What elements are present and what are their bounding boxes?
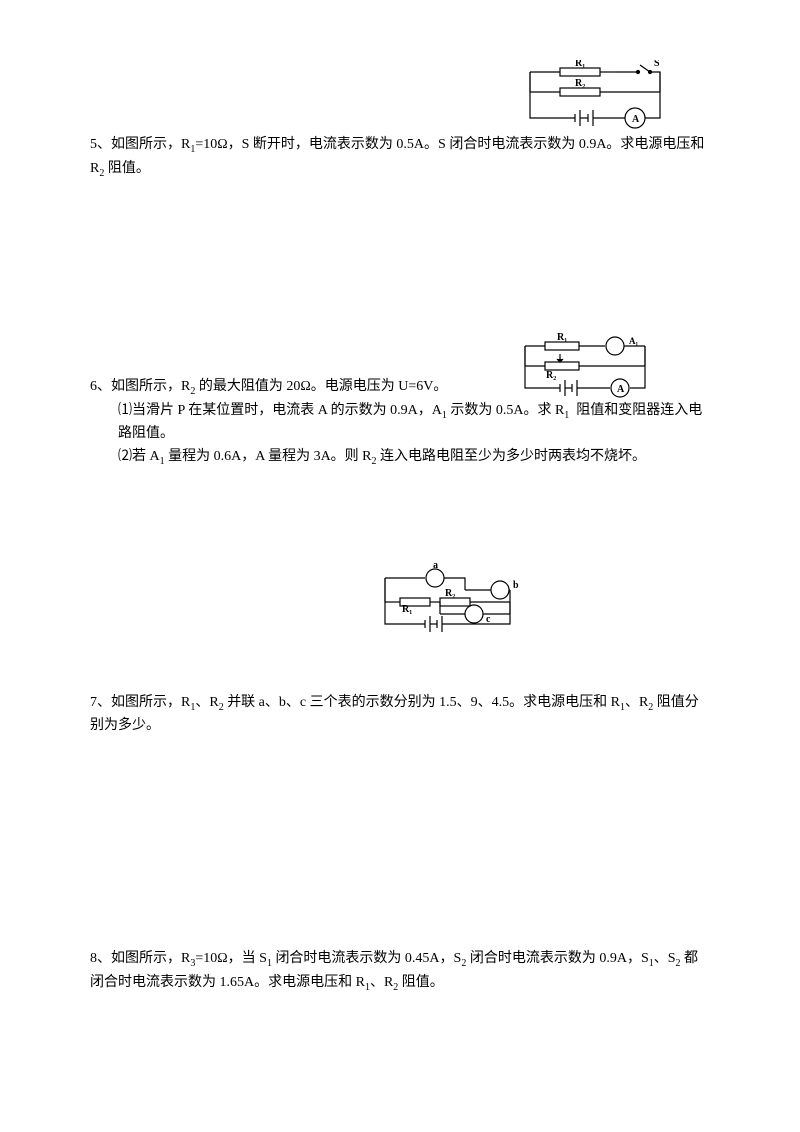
p6-t1: 如图所示，R: [111, 379, 190, 394]
circuit-6-svg: R₁ R₂ A₁ A: [510, 332, 660, 400]
p7-t3: 并联 a、b、c 三个表的示数分别为 1.5、9、4.5。求电源电压和 R: [224, 695, 620, 710]
label-b: b: [513, 580, 519, 591]
p6-part2: ⑵若 A1 量程为 0.6A，A 量程为 3A。则 R2 连入电路电阻至少为多少…: [90, 446, 710, 470]
problem-6: 6、如图所示，R2 的最大阻值为 20Ω。电源电压为 U=6V。: [90, 332, 710, 470]
problem-7: 7、如图所示，R1、R2 并联 a、b、c 三个表的示数分别为 1.5、9、4.…: [90, 692, 710, 738]
label-r2: R₂: [445, 588, 455, 599]
p8-t3: 闭合时电流表示数为 0.45A，S: [272, 951, 461, 966]
diagram-5: R₁ R₂ S A: [90, 60, 710, 130]
spacer: [90, 202, 710, 332]
label-a: A: [632, 114, 640, 125]
circuit-5-svg: R₁ R₂ S A: [520, 60, 670, 130]
diagram-6: R₁ R₂ A₁ A: [510, 332, 710, 400]
p6-p1b: 示数为 0.5A。求 R: [447, 403, 564, 418]
p6-p2a: ⑵若 A: [118, 449, 160, 464]
p6-num: 6、: [90, 379, 111, 394]
problem-7-text: 7、如图所示，R1、R2 并联 a、b、c 三个表的示数分别为 1.5、9、4.…: [90, 695, 699, 734]
p5-t1: 如图所示，R: [111, 137, 190, 152]
label-r2: R₂: [575, 78, 585, 89]
p7-t4: 、R: [625, 695, 648, 710]
page: R₁ R₂ S A 5、如图所示，R1=10Ω，S 断开时，电流表示数为 0.5…: [0, 0, 800, 1075]
p6-p2b: 量程为 0.6A，A 量程为 3A。则 R: [165, 449, 372, 464]
p5-num: 5、: [90, 137, 111, 152]
label-a: A: [617, 384, 625, 395]
label-r1: R₁: [402, 604, 412, 615]
label-r1: R₁: [557, 332, 567, 343]
label-s: S: [654, 60, 660, 69]
problem-5-text: 5、如图所示，R1=10Ω，S 断开时，电流表示数为 0.5A。S 闭合时电流表…: [90, 137, 704, 176]
spacer: [90, 642, 710, 692]
problem-8-text: 8、如图所示，R3=10Ω，当 S1 闭合时电流表示数为 0.45A，S2 闭合…: [90, 951, 698, 990]
spacer: [90, 758, 710, 948]
p6-p2c: 连入电路电阻至少为多少时两表均不烧坏。: [377, 449, 647, 464]
p6-line1: 6、如图所示，R2 的最大阻值为 20Ω。电源电压为 U=6V。: [90, 376, 447, 400]
diagram-7: a b c R₁ R₂: [90, 560, 710, 638]
p7-t1: 如图所示，R: [111, 695, 190, 710]
label-r1: R₁: [575, 60, 585, 69]
p6-part1: ⑴当滑片 P 在某位置时，电流表 A 的示数为 0.9A，A1 示数为 0.5A…: [90, 400, 710, 446]
label-a: a: [433, 560, 438, 571]
p6-t2: 的最大阻值为 20Ω。电源电压为 U=6V。: [195, 379, 447, 394]
p8-t7: 、R: [370, 975, 393, 990]
spacer: [90, 490, 710, 560]
p8-t8: 阻值。: [398, 975, 444, 990]
problem-5: 5、如图所示，R1=10Ω，S 断开时，电流表示数为 0.5A。S 闭合时电流表…: [90, 134, 710, 182]
p8-t5: 、S: [654, 951, 676, 966]
problem-8: 8、如图所示，R3=10Ω，当 S1 闭合时电流表示数为 0.45A，S2 闭合…: [90, 948, 710, 996]
p5-t3: 阻值。: [104, 161, 150, 176]
p8-t4: 闭合时电流表示数为 0.9A，S: [466, 951, 648, 966]
p6-p1a: ⑴当滑片 P 在某位置时，电流表 A 的示数为 0.9A，A: [118, 403, 442, 418]
label-c: c: [486, 614, 491, 625]
label-a1: A₁: [629, 336, 638, 346]
p8-t1: 如图所示，R: [111, 951, 190, 966]
circuit-7-svg: a b c R₁ R₂: [370, 560, 530, 638]
label-r2: R₂: [546, 370, 556, 381]
p7-num: 7、: [90, 695, 111, 710]
p7-t2: 、R: [195, 695, 218, 710]
p8-t2: =10Ω，当 S: [195, 951, 267, 966]
p8-num: 8、: [90, 951, 111, 966]
